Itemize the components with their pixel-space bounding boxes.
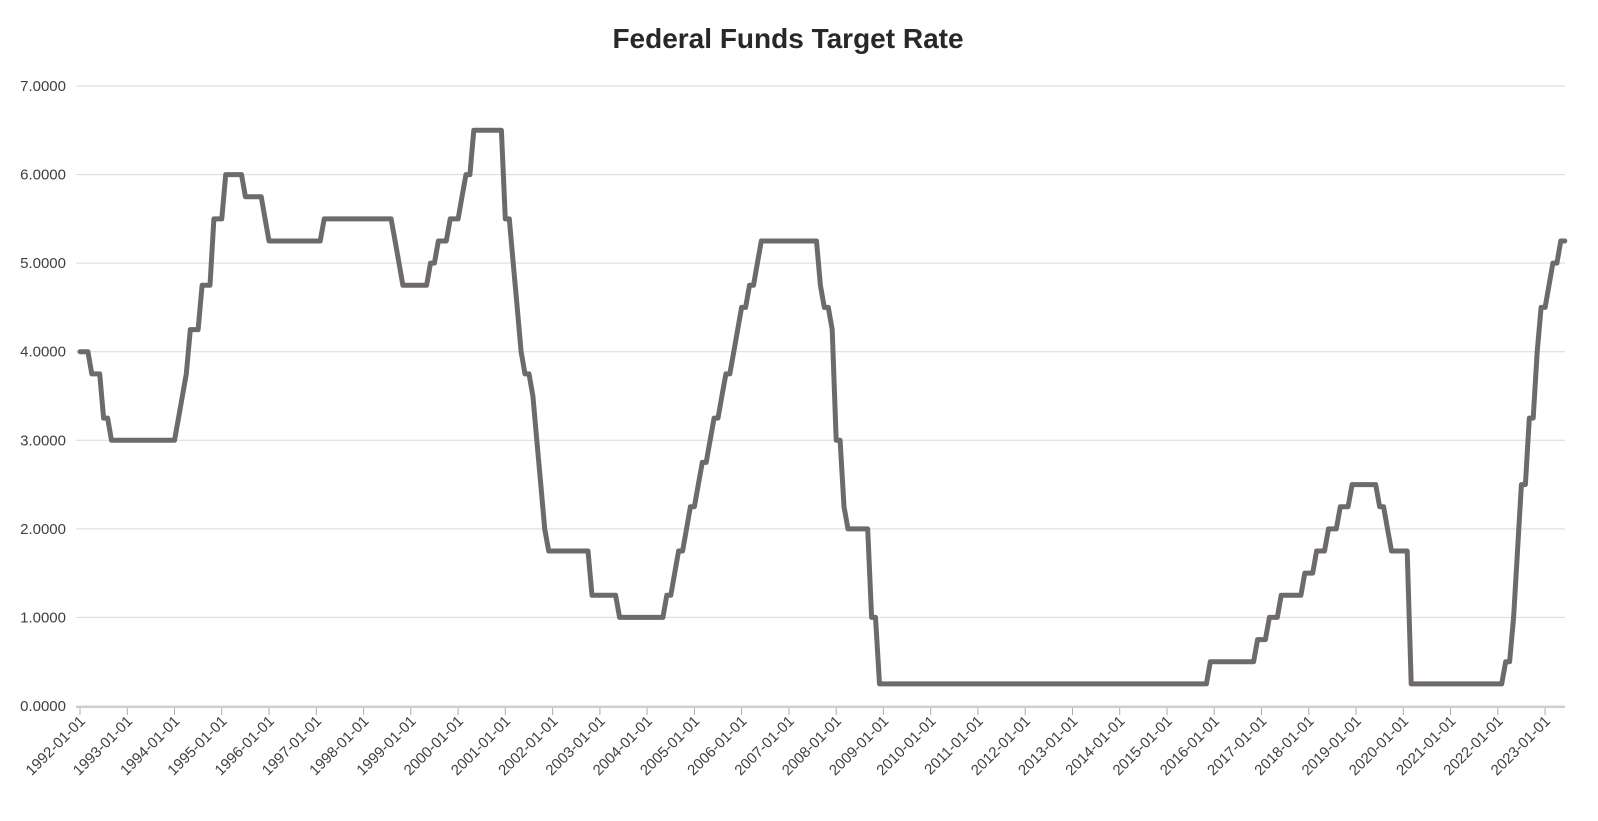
- chart-title: Federal Funds Target Rate: [612, 23, 963, 54]
- x-axis: 1992-01-011993-01-011994-01-011995-01-01…: [23, 706, 1565, 779]
- gridlines: [76, 85, 1565, 707]
- rate-line: [77, 127, 1568, 687]
- y-tick-label: 7.0000: [20, 78, 66, 95]
- y-tick-label: 0.0000: [20, 698, 66, 715]
- y-axis-labels: 0.0000 1.0000 2.0000 3.0000 4.0000 5.0000 6.00…: [20, 78, 66, 715]
- y-tick-label: 2.0000: [20, 521, 66, 538]
- y-tick-label: 3.0000: [20, 432, 66, 449]
- y-tick-label: 6.0000: [20, 167, 66, 184]
- y-tick-label: 5.0000: [20, 255, 66, 272]
- y-tick-label: 1.0000: [20, 609, 66, 626]
- y-tick-label: 4.0000: [20, 344, 66, 361]
- plot-area: [77, 127, 1568, 687]
